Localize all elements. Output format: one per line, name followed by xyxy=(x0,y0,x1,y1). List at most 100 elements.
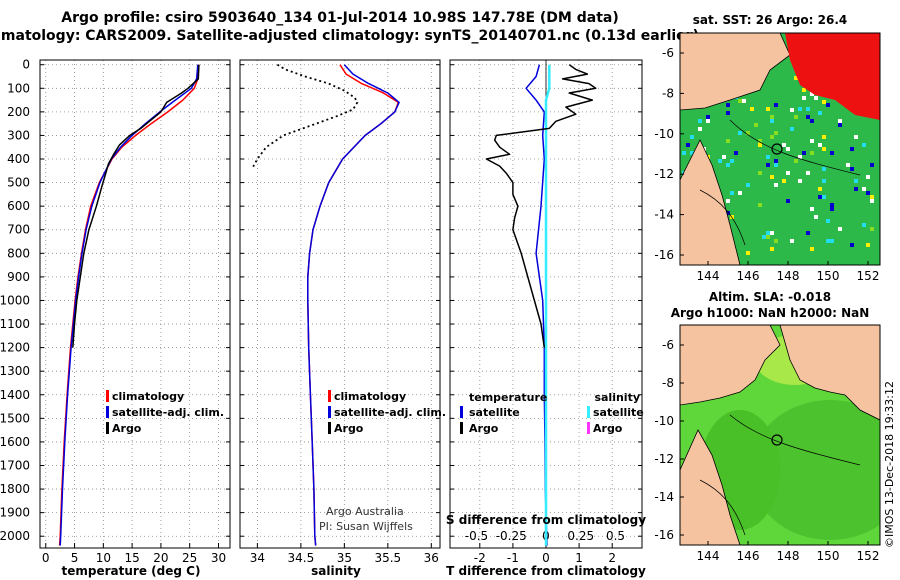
map2-title-line2: Argo h1000: NaN h2000: NaN xyxy=(671,306,870,320)
sst-cell xyxy=(826,219,830,223)
depth-tick-label: 100 xyxy=(7,81,30,95)
legend-swatch-climatology xyxy=(106,390,109,402)
x-tick-label: 36 xyxy=(424,551,439,565)
sst-cell xyxy=(862,187,866,191)
map-y-tick-label: -10 xyxy=(654,414,674,428)
map1-contour xyxy=(699,119,861,246)
map-x-tick-label: 150 xyxy=(817,269,840,283)
x-tick-label: 10 xyxy=(96,551,111,565)
sst-cell xyxy=(818,195,822,199)
s-diff-axis-label: S difference from climatology xyxy=(446,513,646,527)
sst-cell xyxy=(870,227,874,231)
sst-cell xyxy=(794,159,798,163)
plot-frame xyxy=(39,59,231,549)
sst-cell xyxy=(822,100,826,104)
map-x-tick-label: 146 xyxy=(737,269,760,283)
legend-swatch-satellite xyxy=(106,406,109,418)
map2-frame xyxy=(679,324,881,546)
map-x-tick-label: 152 xyxy=(857,549,880,563)
map-y-tick-label: -14 xyxy=(654,208,674,222)
sst-cell xyxy=(706,119,710,123)
series-line-climatology xyxy=(307,64,400,546)
sst-cell xyxy=(770,115,774,119)
legend-swatch-s-argo xyxy=(587,422,590,434)
legend-label-t-satellite: satellite xyxy=(469,406,520,419)
x-tick-label: 34.5 xyxy=(288,551,315,565)
sst-cell xyxy=(706,115,710,119)
sst-cell xyxy=(866,191,870,195)
sst-cell xyxy=(802,88,806,92)
sst-cell xyxy=(870,163,874,167)
legend-label-argo: Argo xyxy=(112,422,142,435)
sst-cell xyxy=(830,207,834,211)
sst-cell xyxy=(722,155,726,159)
sst-cell xyxy=(754,123,758,127)
sst-cell xyxy=(830,151,834,155)
depth-tick-label: 600 xyxy=(7,199,30,213)
sst-cell xyxy=(794,76,798,80)
legend-label-climatology: climatology xyxy=(112,390,184,403)
warm-patch xyxy=(785,33,880,120)
sst-cell xyxy=(870,199,874,203)
legend-title-temperature: temperature xyxy=(469,391,547,404)
sst-cell xyxy=(730,191,734,195)
depth-tick-label: 900 xyxy=(7,270,30,284)
map-y-tick-label: -16 xyxy=(654,248,674,262)
solomon-land xyxy=(779,325,880,421)
png-land xyxy=(680,33,791,111)
x-tick-label: -2 xyxy=(474,551,486,565)
sst-cell xyxy=(726,163,730,167)
sst-cell xyxy=(686,143,690,147)
map-x-tick-label: 148 xyxy=(777,549,800,563)
sst-cell xyxy=(822,135,826,139)
sla-map xyxy=(680,325,880,545)
sst-cell xyxy=(790,127,794,131)
legend-swatch-s-satellite xyxy=(587,406,590,418)
sst-cell xyxy=(822,195,826,199)
sst-cell xyxy=(850,167,854,171)
sst-cell xyxy=(866,243,870,247)
map1-title: sat. SST: 26 Argo: 26.4 xyxy=(693,13,847,27)
salinity-legend: climatology satellite-adj. clim. Argo Ar… xyxy=(319,390,446,533)
sst-cell xyxy=(850,147,854,151)
depth-tick-label: 1900 xyxy=(0,506,30,520)
credit-line2: PI: Susan Wijffels xyxy=(319,520,413,533)
sst-cell xyxy=(762,235,766,239)
map-x-tick-label: 146 xyxy=(737,549,760,563)
sst-cell xyxy=(730,159,734,163)
x2-tick-label: -0.5 xyxy=(465,529,488,543)
sst-cell xyxy=(810,151,814,155)
sst-cell xyxy=(838,227,842,231)
legend-title-salinity: salinity xyxy=(594,391,640,404)
depth-tick-label: 1400 xyxy=(0,388,30,402)
legend-swatch-argo xyxy=(328,422,331,434)
sst-cell xyxy=(806,115,810,119)
legend-label-argo: Argo xyxy=(334,422,364,435)
temperature-legend: climatology satellite-adj. clim. Argo xyxy=(106,390,224,435)
sst-cell xyxy=(690,151,694,155)
sst-cell xyxy=(818,187,822,191)
series-line-satellite-adj-clim- xyxy=(307,64,400,546)
map-y-tick-label: -14 xyxy=(654,490,674,504)
sst-cell xyxy=(790,239,794,243)
sst-cell xyxy=(758,143,762,147)
x-tick-label: 25 xyxy=(182,551,197,565)
sst-cell xyxy=(682,151,686,155)
x-tick-label: 1 xyxy=(575,551,583,565)
sst-cell xyxy=(766,107,770,111)
series-line-t-satellite xyxy=(525,64,548,546)
depth-tick-label: 1600 xyxy=(0,435,30,449)
sst-cell xyxy=(838,119,842,123)
sst-cell xyxy=(766,163,770,167)
depth-tick-label: 800 xyxy=(7,246,30,260)
map-y-tick-label: -12 xyxy=(654,452,674,466)
sst-cell xyxy=(698,119,702,123)
legend-swatch-climatology xyxy=(328,390,331,402)
sst-cell xyxy=(738,131,742,135)
map-x-tick-label: 150 xyxy=(817,549,840,563)
header-line2: Climatology: CARS2009. Satellite-adjuste… xyxy=(0,28,699,44)
sst-cell xyxy=(798,107,802,111)
x-tick-label: 30 xyxy=(211,551,226,565)
depth-tick-label: 500 xyxy=(7,176,30,190)
depth-tick-label: 1700 xyxy=(0,458,30,472)
